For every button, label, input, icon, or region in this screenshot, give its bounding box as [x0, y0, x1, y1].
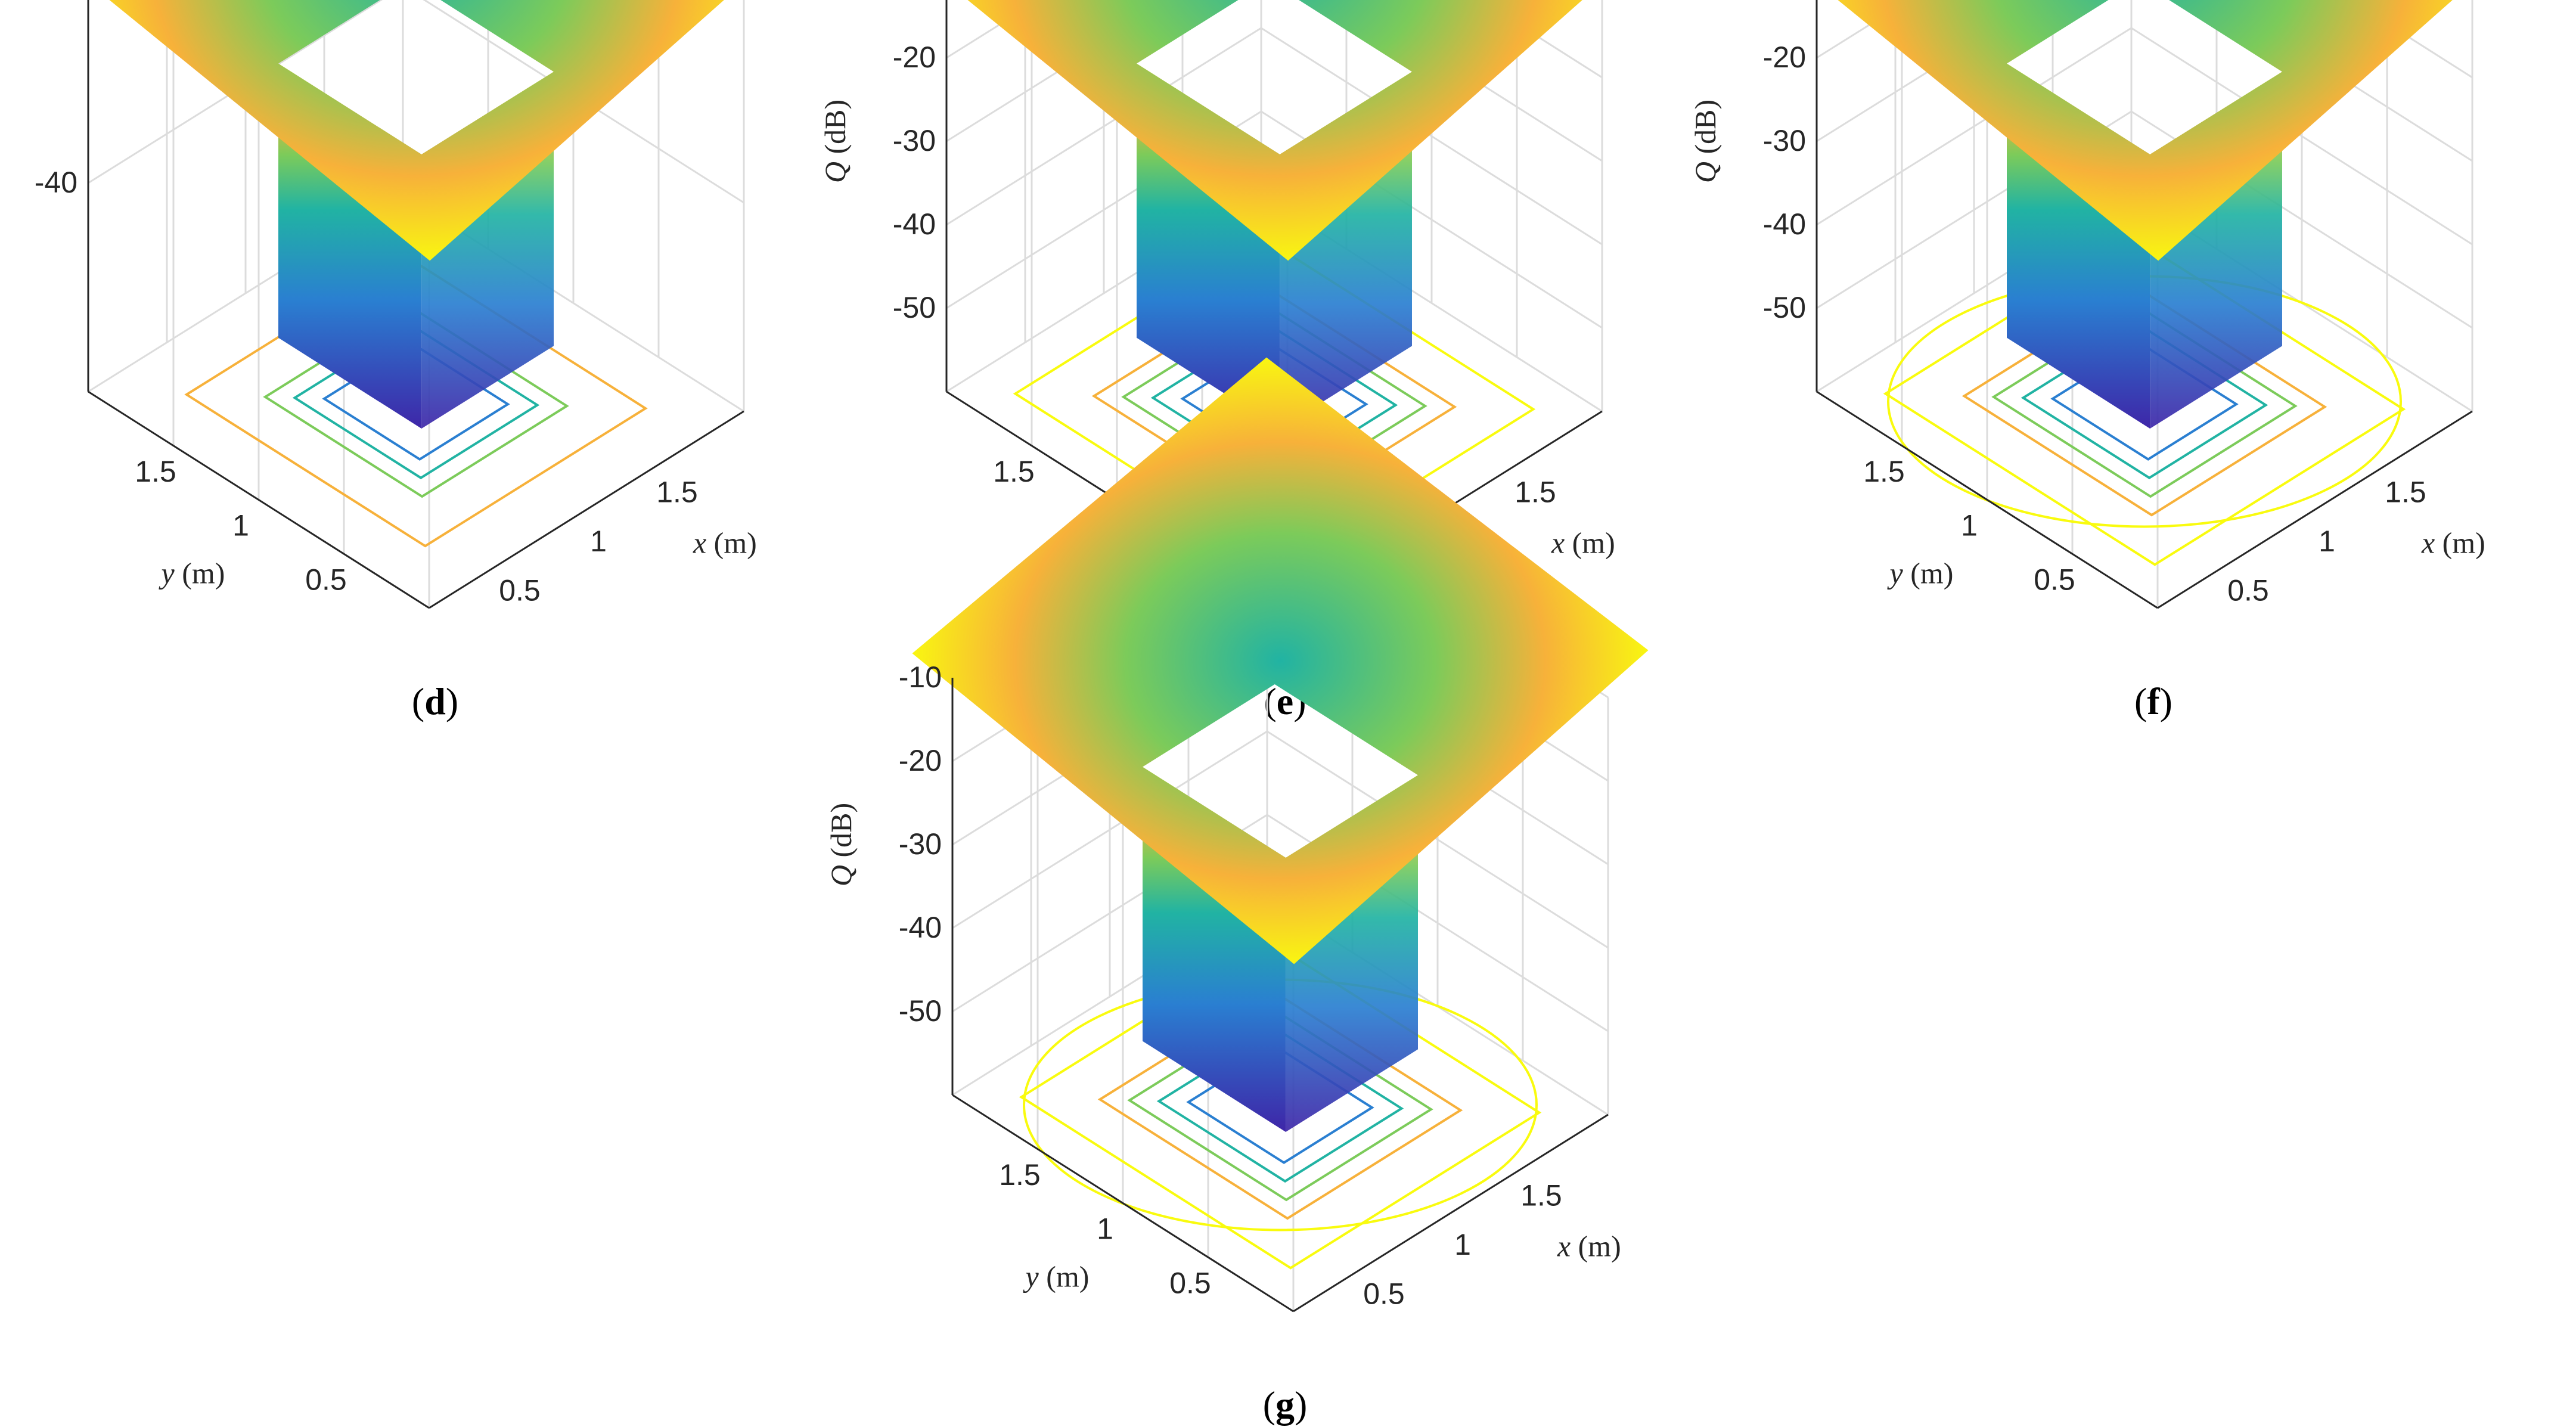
- caption-f: (f): [2134, 680, 2172, 722]
- z-tick-label: -50: [1763, 291, 1806, 324]
- y-tick-label: 1: [1961, 509, 1978, 542]
- z-tick-label: -20: [899, 744, 942, 777]
- z-tick-label: -40: [35, 166, 77, 199]
- z-tick-label: -30: [1763, 124, 1806, 157]
- x-tick-label: 1.5: [1514, 476, 1556, 509]
- z-tick-label: -40: [899, 911, 942, 944]
- caption-g: (g): [1262, 1383, 1308, 1426]
- z-tick-label: -40: [1763, 207, 1806, 241]
- axes: [87, 0, 744, 609]
- y-axis-label: y (m): [1023, 1260, 1090, 1293]
- x-tick-label: 0.5: [2227, 574, 2269, 607]
- y-axis-label: y (m): [159, 557, 225, 590]
- z-tick-label: -20: [893, 41, 936, 74]
- x-axis-label: x (m): [693, 526, 757, 559]
- surface-sheet: [967, 0, 1582, 261]
- caption-letter: f: [2147, 680, 2160, 722]
- surface-plot-d: -20-400.511.50.511.5Q (dB)x (m)y (m): [35, 0, 757, 609]
- z-tick-label: -50: [893, 291, 936, 324]
- y-tick-label: 1.5: [999, 1158, 1041, 1192]
- surface-sheet: [1838, 0, 2453, 261]
- y-tick-label: 0.5: [2034, 563, 2075, 596]
- x-axis-label: x (m): [1557, 1229, 1621, 1262]
- z-axis-label: Q (dB): [1689, 100, 1722, 183]
- x-tick-label: 1: [2319, 525, 2335, 558]
- caption-letter: d: [424, 680, 446, 722]
- x-tick-label: 0.5: [1363, 1277, 1405, 1311]
- z-tick-label: -20: [1763, 41, 1806, 74]
- z-axis-label: Q (dB): [824, 803, 858, 886]
- x-tick-label: 1: [590, 525, 607, 558]
- axes: [951, 678, 1609, 1313]
- z-tick-label: -40: [893, 207, 936, 241]
- z-tick-label: -50: [899, 994, 942, 1028]
- z-tick-label: -10: [899, 660, 942, 694]
- y-tick-label: 1: [1097, 1212, 1113, 1246]
- y-tick-label: 1.5: [1863, 455, 1905, 488]
- z-tick-label: -30: [893, 124, 936, 157]
- caption-d: (d): [411, 680, 459, 722]
- surface-sheet: [109, 0, 724, 261]
- surface-plot-g: -10 -20 -30 -40 -50 0.5 1 1.5 0.5 1 1.5 Q (dB) x (m)…: [824, 357, 1649, 1313]
- y-tick-label: 0.5: [305, 563, 347, 596]
- z-tick-label: -30: [899, 827, 942, 861]
- x-axis-label: x (m): [1551, 526, 1615, 559]
- y-tick-label: 1.5: [135, 455, 176, 488]
- y-tick-label: 1: [232, 509, 249, 542]
- x-tick-label: 1.5: [1520, 1179, 1562, 1212]
- x-tick-label: 1.5: [656, 476, 698, 509]
- x-tick-label: 1.5: [2385, 476, 2426, 509]
- caption-letter: g: [1275, 1383, 1295, 1426]
- surface-sheet: [912, 357, 1649, 964]
- y-axis-label: y (m): [1887, 557, 1954, 590]
- x-tick-label: 0.5: [499, 574, 541, 607]
- y-tick-label: 0.5: [1169, 1266, 1211, 1299]
- y-tick-label: 1.5: [993, 455, 1035, 488]
- z-axis-label: Q (dB): [818, 100, 852, 183]
- x-axis-label: x (m): [2421, 526, 2485, 559]
- surface-plot-f: -10-20-30-40-500.511.50.511.5Q (dB)x (m)…: [1689, 0, 2485, 609]
- x-tick-label: 1: [1454, 1228, 1471, 1261]
- axes: [1815, 0, 2473, 609]
